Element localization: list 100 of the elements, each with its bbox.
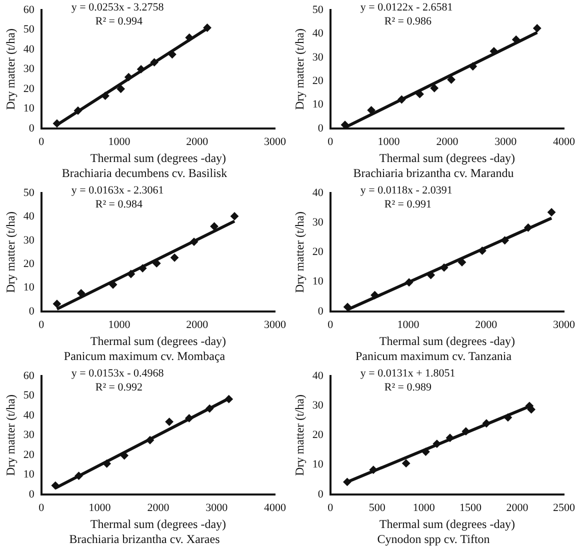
x-tick-label: 4000 <box>553 136 576 148</box>
annotation: y = 0.0253x - 3.2758 <box>71 1 164 14</box>
x-tick-label: 1000 <box>108 318 131 331</box>
y-tick-label: 50 <box>23 24 35 36</box>
annotation: R² = 0.994 <box>95 15 143 28</box>
point <box>206 404 214 413</box>
x-tick-label: 1000 <box>397 318 420 331</box>
y-tick-label: 50 <box>23 186 35 199</box>
point <box>185 414 194 422</box>
point <box>74 106 82 115</box>
y-tick-label: 30 <box>23 234 35 246</box>
x-tick-label: 2500 <box>553 502 576 514</box>
point <box>203 24 212 32</box>
annotation: R² = 0.989 <box>384 381 432 394</box>
x-tick-label: 0 <box>38 136 45 148</box>
y-tick-label: 0 <box>28 122 35 134</box>
point <box>504 413 512 422</box>
x-axis-title: Thermal sum (degrees -day) <box>90 334 226 348</box>
point <box>341 120 349 128</box>
y-tick-label: 10 <box>23 282 35 294</box>
point <box>170 254 179 262</box>
x-tick-label: 3000 <box>553 318 576 331</box>
y-axis-title: Dry matter (t/ha) <box>3 212 18 293</box>
annotation: R² = 0.991 <box>384 198 432 210</box>
point <box>422 448 430 456</box>
y-tick-label: 20 <box>23 82 35 95</box>
x-tick-label: 3000 <box>494 136 518 148</box>
x-tick-label: 2000 <box>147 502 170 514</box>
point <box>524 224 532 232</box>
y-tick-label: 30 <box>312 51 324 64</box>
x-axis-title: Thermal sum (degrees -day) <box>379 150 516 165</box>
y-tick-label: 0 <box>28 488 35 500</box>
point <box>416 90 424 98</box>
x-tick-label: 1500 <box>460 502 482 514</box>
text: Panicum maximum cv. Mombaça <box>62 349 226 364</box>
x-tick-label: 500 <box>368 502 386 514</box>
annotation: y = 0.0163x - 2.3061 <box>71 184 164 196</box>
y-tick-label: 40 <box>312 370 324 382</box>
x-tick-label: 2000 <box>436 136 459 148</box>
point <box>440 264 448 272</box>
y-tick-label: 10 <box>23 468 35 481</box>
point <box>51 482 60 490</box>
x-tick-label: 0 <box>328 318 334 331</box>
point <box>478 246 486 255</box>
y-tick-label: 50 <box>312 4 324 16</box>
point <box>77 289 86 298</box>
point <box>146 436 154 444</box>
y-tick-label: 60 <box>23 370 35 382</box>
point <box>230 212 239 220</box>
point <box>185 34 194 42</box>
y-tick-label: 30 <box>312 216 324 228</box>
x-axis-title: Thermal sum (degrees -day) <box>379 334 516 348</box>
annotation: y = 0.0131x + 1.8051 <box>360 367 456 380</box>
x-tick-label: 1000 <box>412 502 436 514</box>
x-axis-title: Thermal sum (degrees -day) <box>90 516 226 531</box>
point <box>210 222 218 230</box>
point <box>52 119 61 128</box>
y-tick-label: 40 <box>23 210 35 223</box>
x-tick-label: 2000 <box>186 136 209 148</box>
y-tick-label: 40 <box>23 43 35 56</box>
point <box>458 258 466 266</box>
x-tick-label: 0 <box>38 318 45 331</box>
annotation: y = 0.0118x - 2.0391 <box>360 184 452 196</box>
x-tick-label: 1000 <box>108 136 131 148</box>
annotation: y = 0.0153x - 0.4968 <box>71 367 164 380</box>
y-tick-label: 0 <box>318 305 324 318</box>
annotation: R² = 0.984 <box>95 198 143 210</box>
y-tick-label: 40 <box>312 28 324 40</box>
y-tick-label: 10 <box>312 98 324 111</box>
point <box>165 418 174 426</box>
point <box>402 459 410 468</box>
x-tick-label: 3000 <box>264 136 286 148</box>
y-tick-label: 30 <box>23 63 35 76</box>
point <box>432 440 441 448</box>
point <box>343 478 352 486</box>
y-tick-label: 30 <box>23 429 35 442</box>
x-tick-label: 1000 <box>88 502 112 514</box>
point <box>398 96 406 104</box>
x-tick-label: 2000 <box>506 502 529 514</box>
y-axis-title: Dry matter (t/ha) <box>3 394 18 476</box>
point <box>116 84 125 93</box>
y-tick-label: 20 <box>23 448 35 461</box>
point <box>150 58 158 66</box>
point <box>533 24 542 32</box>
text: Cynodon spp cv. Tifton <box>376 532 491 547</box>
point <box>426 270 435 279</box>
y-tick-label: 20 <box>312 74 324 87</box>
point <box>462 427 470 436</box>
x-tick-label: 1000 <box>378 136 400 148</box>
annotation: y = 0.0122x - 2.6581 <box>360 1 453 14</box>
x-tick-label: 3000 <box>264 318 286 331</box>
point <box>367 106 376 114</box>
point <box>548 208 556 216</box>
point <box>447 76 456 84</box>
point <box>369 466 378 474</box>
point <box>430 84 438 92</box>
point <box>224 395 233 404</box>
x-tick-label: 2000 <box>475 318 498 331</box>
y-tick-label: 30 <box>312 399 324 412</box>
point <box>52 300 61 308</box>
